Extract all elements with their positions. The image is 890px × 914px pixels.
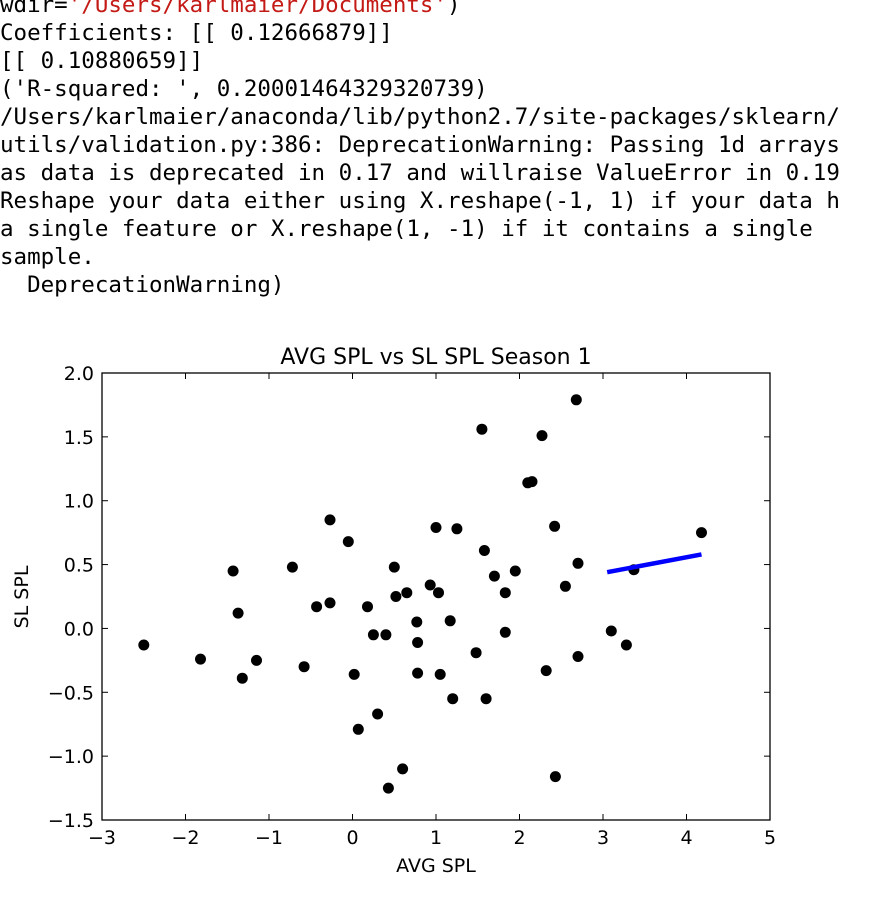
data-point [311,601,323,613]
console-line-intercept: [[ 0.10880659]] [0,48,204,74]
console-line-warning-5: sample. [0,244,95,270]
data-point [352,723,364,735]
data-point [470,647,482,659]
wdir-suffix: ) [447,0,461,18]
data-point [605,625,617,637]
y-tick-label: 0.0 [64,618,94,640]
data-point [388,561,400,573]
x-tick-label: −1 [255,827,283,849]
data-point [536,430,548,442]
data-point [424,579,436,591]
y-tick-label: −0.5 [48,682,94,704]
data-point [324,514,336,526]
y-tick-label: 1.0 [64,491,94,513]
console-output: wdir='/Users/karlmaier/Documents') Coeffi… [0,0,840,299]
data-point [324,597,336,609]
y-tick-label: −1.5 [48,810,94,832]
console-line-warning-4: a single feature or X.reshape(1, -1) if … [0,216,813,242]
data-point [348,668,360,680]
data-point [488,570,500,582]
console-line-warning-1: utils/validation.py:386: DeprecationWarn… [0,132,840,158]
data-point [362,601,373,613]
chart-title: AVG SPL vs SL SPL Season 1 [280,345,591,370]
data-point [298,661,310,673]
data-point [367,629,379,641]
data-point [526,476,538,488]
data-point [570,394,582,406]
console-line-warning-2: as data is deprecated in 0.17 and willra… [0,160,840,186]
data-point [397,763,409,775]
data-point [382,782,394,794]
regression-line [606,552,702,575]
data-point [549,520,561,532]
data-point [572,651,584,662]
data-point [499,626,511,638]
y-tick-label: 1.5 [64,427,94,449]
data-point [251,654,262,666]
console-line-warning-3: Reshape your data either using X.reshape… [0,188,840,214]
data-point [499,587,511,599]
wdir-path-string: '/Users/karlmaier/Documents' [67,0,448,18]
axis-ticks: −3 −2 −1 0 1 2 3 4 5 2.0 1.5 1.0 0.5 0.0 −0.5 −1.0 −1.5 [48,363,776,849]
console-line-coefficients: Coefficients: [[ 0.12666879]] [0,20,393,46]
x-axis-label: AVG SPL [396,855,476,877]
x-tick-label: 2 [513,827,525,849]
data-point [380,629,392,641]
data-point [195,653,206,665]
data-point [227,565,239,577]
y-axis-label: SL SPL [11,565,33,628]
data-point [372,708,384,720]
data-point [478,545,490,556]
data-point [412,637,424,648]
data-point [236,672,248,684]
x-tick-label: 0 [346,827,358,849]
y-tick-label: −1.0 [48,746,94,768]
data-point [480,693,492,705]
data-point [476,423,488,435]
data-point [451,523,463,535]
console-line-r-squared: ('R-squared: ', 0.20001464329320739) [0,76,488,102]
data-point [433,587,444,599]
data-point [434,668,446,680]
data-point [559,580,571,592]
data-point [401,587,413,599]
x-tick-label: 4 [680,827,692,849]
data-point [138,639,150,651]
data-point [286,561,298,573]
x-tick-label: −2 [171,827,199,849]
data-point [232,607,244,619]
x-tick-label: −3 [88,827,116,849]
x-tick-label: 1 [430,827,442,849]
data-point [447,693,459,705]
data-point [444,615,456,627]
data-point [342,536,354,548]
data-point [549,771,561,783]
data-point [620,639,632,651]
data-point [430,522,442,533]
data-point [572,557,584,569]
data-point [411,616,423,628]
console-line-deprecation: DeprecationWarning) [0,272,285,298]
data-point [540,665,552,677]
console-line-warning-path: /Users/karlmaier/anaconda/lib/python2.7/… [0,104,840,130]
wdir-line: wdir='/Users/karlmaier/Documents') [0,0,840,19]
data-point [412,667,424,679]
wdir-prefix: wdir= [0,0,68,18]
y-tick-label: 2.0 [64,363,94,385]
data-point [696,527,707,539]
x-tick-label: 3 [597,827,609,849]
y-tick-label: 0.5 [64,555,94,577]
plot-area [138,394,707,794]
data-point [509,565,521,577]
data-point [390,591,402,602]
x-tick-label: 5 [764,827,776,849]
